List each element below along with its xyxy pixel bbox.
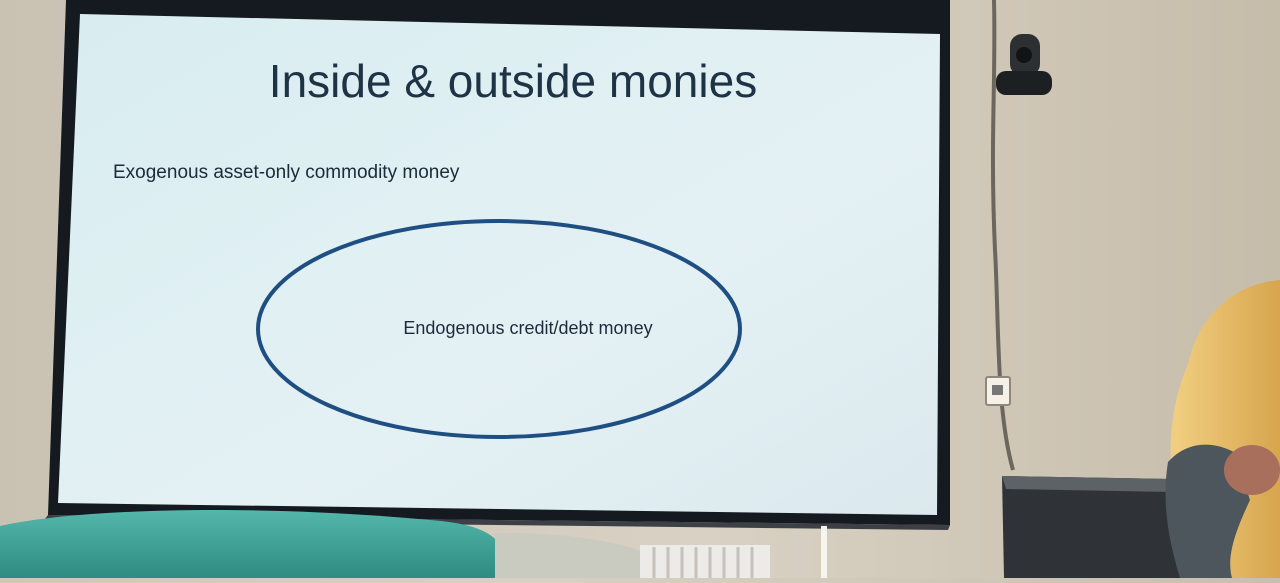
slide-title: Inside & outside monies xyxy=(269,55,757,107)
screen-stand-pole xyxy=(821,526,827,578)
venn-ellipse xyxy=(256,219,742,439)
slide-outer-label: Exogenous asset-only commodity money xyxy=(113,162,460,183)
foreground-sofa xyxy=(0,509,662,578)
wall-socket xyxy=(985,376,1011,406)
slide-inner-label: Endogenous credit/debt money xyxy=(403,318,652,338)
ceiling-camera xyxy=(996,34,1052,95)
projected-slide xyxy=(58,14,940,515)
presenter xyxy=(1165,280,1280,578)
radiator xyxy=(640,545,770,578)
